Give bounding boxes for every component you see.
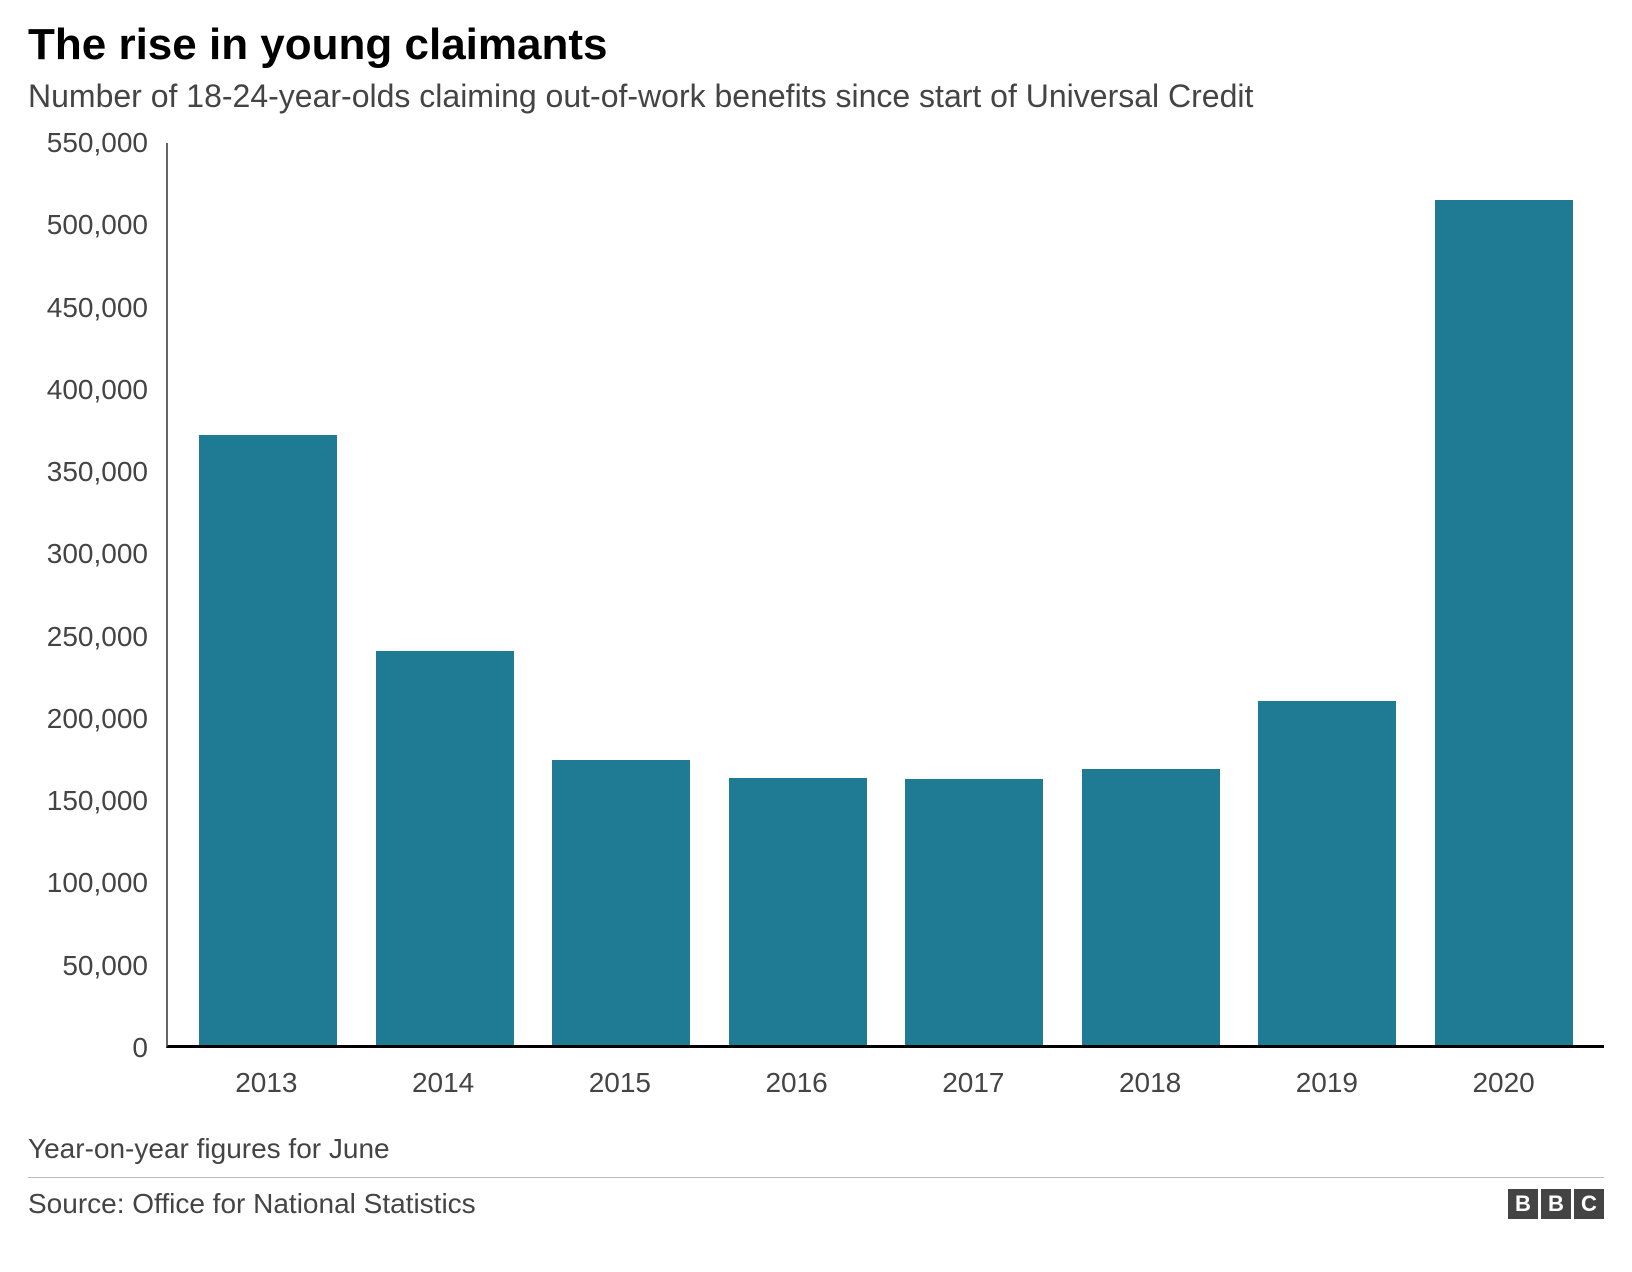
bar-slot (710, 143, 887, 1045)
chart-subtitle: Number of 18-24-year-olds claiming out-o… (28, 78, 1604, 115)
bbc-logo-letter: B (1508, 1189, 1538, 1219)
y-tick-label: 300,000 (47, 538, 148, 570)
x-tick-label: 2013 (178, 1053, 355, 1103)
bar-slot (1063, 143, 1240, 1045)
bar-slot (357, 143, 534, 1045)
bar (199, 435, 337, 1045)
x-tick-label: 2018 (1062, 1053, 1239, 1103)
plot-region (166, 143, 1604, 1048)
y-tick-label: 400,000 (47, 374, 148, 406)
bar-slot (533, 143, 710, 1045)
y-tick-label: 450,000 (47, 292, 148, 324)
x-tick-label: 2019 (1239, 1053, 1416, 1103)
y-tick-label: 50,000 (62, 950, 148, 982)
bbc-logo-letter: C (1574, 1189, 1604, 1219)
chart-title: The rise in young claimants (28, 20, 1604, 70)
y-tick-label: 100,000 (47, 867, 148, 899)
source-text: Source: Office for National Statistics (28, 1188, 476, 1220)
y-tick-label: 250,000 (47, 621, 148, 653)
chart-area: 0 50,000 100,000 150,000 200,000 250,000 300,0… (28, 143, 1604, 1103)
bar (1258, 701, 1396, 1045)
x-tick-label: 2015 (532, 1053, 709, 1103)
bar (376, 651, 514, 1045)
x-tick-label: 2020 (1415, 1053, 1592, 1103)
y-tick-label: 350,000 (47, 456, 148, 488)
bar-slot (886, 143, 1063, 1045)
x-tick-label: 2017 (885, 1053, 1062, 1103)
bar (1082, 769, 1220, 1045)
y-tick-label: 150,000 (47, 785, 148, 817)
y-axis: 0 50,000 100,000 150,000 200,000 250,000 300,0… (28, 143, 158, 1103)
y-tick-label: 550,000 (47, 127, 148, 159)
x-tick-label: 2016 (708, 1053, 885, 1103)
x-axis: 20132014201520162017201820192020 (166, 1053, 1604, 1103)
bar (729, 778, 867, 1045)
bar-slot (180, 143, 357, 1045)
bar-slot (1239, 143, 1416, 1045)
bar (905, 779, 1043, 1045)
y-tick-label: 200,000 (47, 703, 148, 735)
bar (552, 760, 690, 1045)
footer: Source: Office for National Statistics B… (28, 1188, 1604, 1220)
y-tick-label: 0 (132, 1032, 148, 1064)
bars-container (168, 143, 1604, 1045)
bar (1435, 200, 1573, 1045)
chart-note: Year-on-year figures for June (28, 1133, 1604, 1178)
x-tick-label: 2014 (355, 1053, 532, 1103)
bar-slot (1416, 143, 1593, 1045)
bbc-logo-letter: B (1541, 1189, 1571, 1219)
y-tick-label: 500,000 (47, 209, 148, 241)
bbc-logo: BBC (1508, 1189, 1604, 1219)
